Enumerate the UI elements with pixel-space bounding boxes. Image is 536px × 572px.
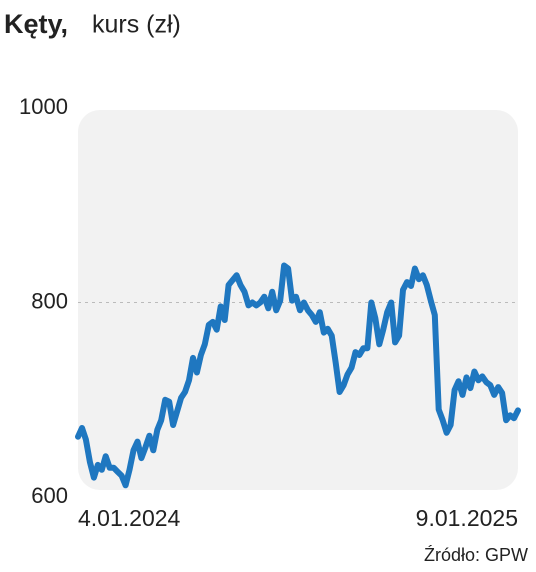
price-line (75, 262, 521, 489)
chart-title: Kęty, (4, 9, 68, 39)
x-tick-label: 4.01.2024 (78, 505, 181, 531)
y-tick-label: 800 (31, 288, 68, 313)
y-tick-label: 1000 (19, 94, 68, 119)
chart-subtitle: kurs (zł) (92, 11, 181, 39)
source: Źródło: GPW (424, 545, 528, 565)
y-tick-label: 600 (31, 483, 68, 508)
x-tick-label: 9.01.2025 (416, 505, 518, 531)
